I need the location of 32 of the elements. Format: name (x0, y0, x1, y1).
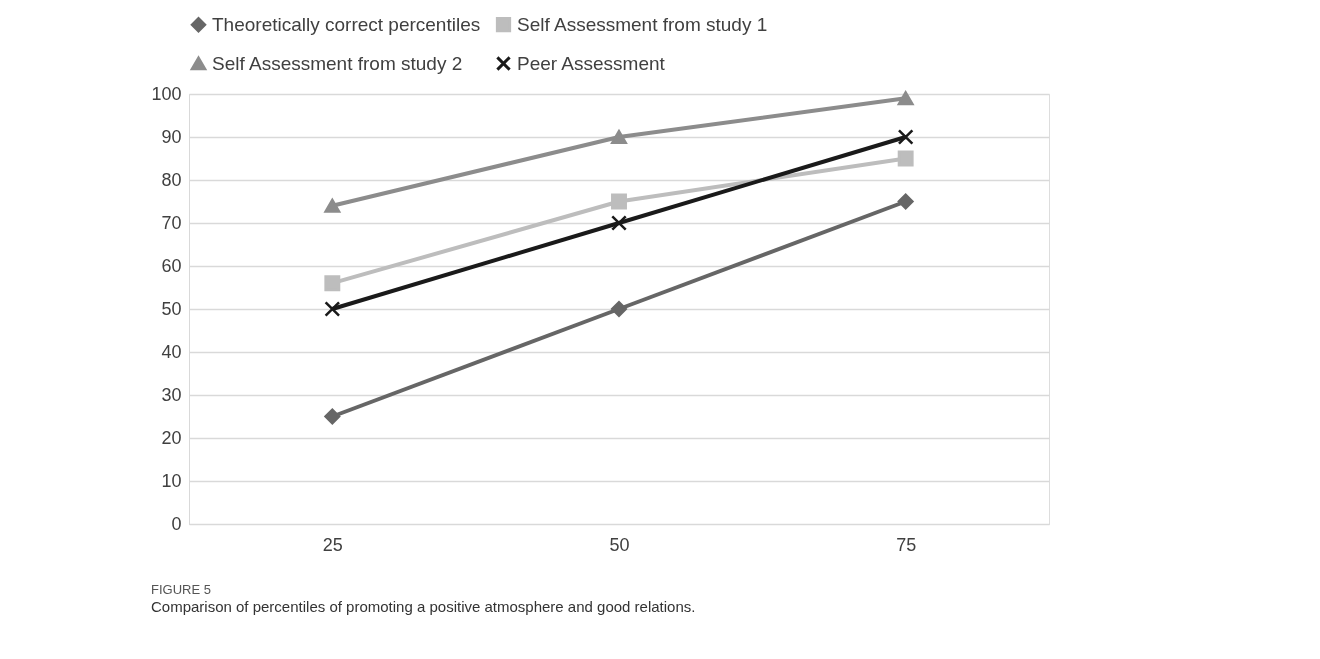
x-tick-label: 50 (609, 534, 630, 555)
y-tick-label: 40 (161, 341, 182, 362)
legend-label: Self Assessment from study 2 (212, 52, 463, 74)
point (324, 275, 341, 292)
y-tick-label: 10 (161, 470, 182, 491)
y-tick-label: 70 (161, 212, 182, 233)
point (897, 150, 914, 167)
y-tick-label: 80 (161, 169, 182, 190)
point (611, 129, 627, 145)
legend-label: Self Assessment from study 1 (517, 13, 768, 35)
point (897, 129, 914, 145)
point (897, 91, 914, 106)
text: Comparison of percentiles of promoting a positive atmosphere and good relations. (150, 598, 696, 615)
y-tick-label: 100 (151, 83, 182, 104)
legend-label: Theoretically correct percentiles (212, 13, 481, 35)
legend-label: Peer Assessment (517, 52, 666, 74)
x-tick-label: 75 (896, 534, 917, 555)
point (611, 301, 627, 317)
caption: FIGURE 5 (150, 582, 211, 597)
y-tick-label: 20 (161, 427, 182, 448)
y-tick-label: 90 (161, 126, 182, 147)
point (897, 193, 914, 210)
point (611, 193, 627, 210)
point (324, 408, 341, 425)
point (611, 215, 627, 231)
y-tick-label: 50 (161, 298, 182, 319)
x-tick-label: 25 (322, 534, 343, 555)
point (324, 301, 341, 317)
y-tick-label: 30 (161, 384, 182, 405)
point (324, 198, 341, 213)
y-tick-label: 60 (161, 255, 182, 276)
y-tick-label: 0 (171, 513, 182, 534)
